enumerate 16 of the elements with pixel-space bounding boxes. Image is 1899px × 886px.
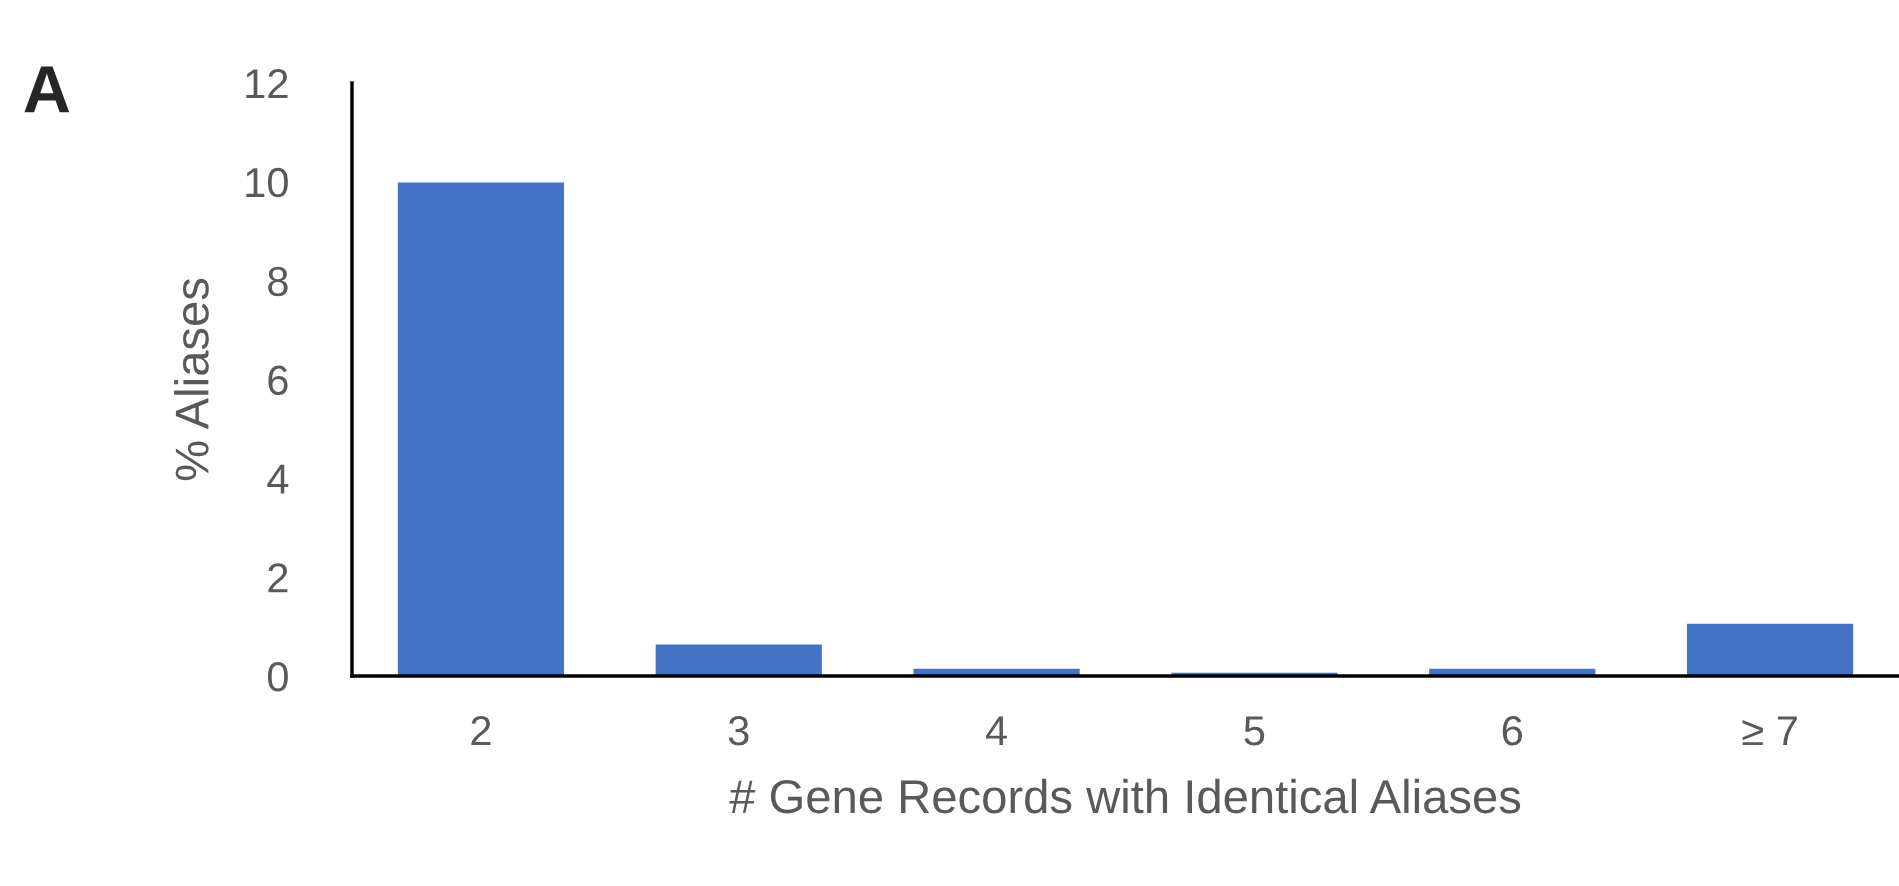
y-tick-label: 2 [268,563,288,593]
x-tick-label: 2 [471,715,491,746]
y-tick-label: 10 [246,167,288,198]
y-tick-label: 12 [246,69,288,99]
x-tick-label: ≥ 7 [1742,716,1797,746]
y-tick-label: 0 [267,662,288,692]
x-tick-label: 4 [985,716,1007,746]
x-axis-title: # Gene Records with Identical Aliases [729,778,1521,814]
y-tick-label: 4 [267,464,289,494]
x-tick-label: 3 [728,715,749,746]
x-tick-label: 6 [1502,715,1523,746]
x-tick-label: 5 [1244,716,1265,746]
text: A [24,66,70,113]
y-axis-title: % Aliases [174,278,209,481]
y-tick-label: 6 [268,365,288,396]
y-tick-label: 8 [268,266,288,297]
